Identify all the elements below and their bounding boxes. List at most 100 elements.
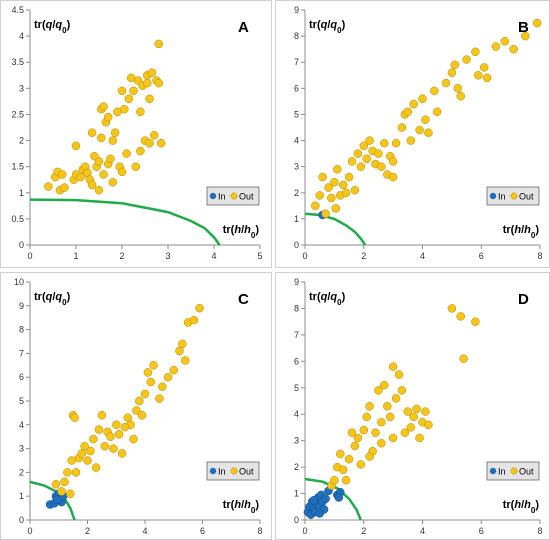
point-out (147, 68, 157, 77)
point-out (89, 434, 98, 444)
point-out (315, 191, 324, 200)
point-out (154, 78, 164, 88)
point-out (86, 446, 95, 456)
y-tick-label: 7 (294, 330, 299, 340)
x-tick-label: 2 (361, 526, 366, 536)
chart-panel-d: 0 2 4 6 8 0 1 2 3 4 5 6 7 8 9 Dtr(q/q0) tr(h/h0) In Out (275, 272, 550, 540)
point-out (57, 487, 66, 496)
point-out (380, 138, 389, 148)
legend-out-marker (230, 192, 238, 200)
point-out (365, 402, 374, 411)
point-out (447, 68, 457, 77)
x-tick-label: 0 (27, 526, 32, 536)
point-out (388, 172, 398, 182)
point-out (532, 18, 542, 28)
point-out (60, 183, 69, 192)
point-out (189, 315, 199, 325)
point-out (397, 123, 407, 132)
point-out (77, 449, 87, 458)
point-out (145, 138, 154, 148)
point-out (362, 412, 371, 422)
point-out (94, 425, 104, 434)
point-out (409, 412, 418, 422)
point-out (432, 107, 442, 117)
point-in (53, 495, 62, 505)
point-out (154, 39, 164, 49)
x-tick-label: 2 (119, 251, 124, 261)
legend-in-label: In (498, 192, 506, 202)
point-out (175, 346, 184, 356)
panel-label: B (518, 19, 529, 36)
point-out (311, 201, 320, 211)
y-tick-label: 3 (294, 162, 299, 172)
point-out (356, 460, 366, 469)
y-tick-label: 5 (294, 383, 299, 393)
chart-panel-b: 0 2 4 6 8 0 1 2 3 4 5 6 7 8 9 Btr(q/q0) tr(h/h0) In Out (275, 0, 550, 268)
point-out (120, 104, 129, 114)
legend: In Out (206, 461, 260, 481)
point-out (388, 362, 398, 371)
point-out (87, 128, 97, 137)
panel-label: A (238, 19, 249, 36)
point-out (110, 128, 120, 137)
point-in (315, 509, 324, 518)
x-axis-label: tr(h/h0) (503, 224, 540, 240)
legend: In Out (486, 461, 540, 481)
legend: In Out (486, 186, 540, 206)
point-in (321, 494, 330, 504)
point-out (70, 413, 79, 422)
y-tick-label: 4.5 (11, 5, 24, 15)
point-out (371, 428, 380, 437)
point-out (135, 396, 144, 406)
point-out (350, 441, 360, 451)
point-out (479, 63, 489, 72)
y-tick-label: 1 (294, 214, 299, 224)
point-out (155, 394, 164, 403)
point-out (409, 99, 418, 109)
point-out (131, 162, 141, 171)
point-out (471, 47, 480, 57)
y-tick-label: 6 (294, 356, 299, 366)
legend-in-marker (209, 467, 217, 475)
x-axis-label: tr(h/h0) (223, 499, 260, 515)
point-out (108, 136, 118, 145)
point-out (456, 91, 465, 101)
y-tick-label: 3.5 (11, 57, 24, 67)
point-out (181, 356, 190, 365)
point-out (397, 386, 407, 395)
chart-panel-a: 0 1 2 3 4 5 0 0.5 1 1.5 2 2.5 3 3.5 4 4.5 Atr(q/q0) tr(h/… (0, 0, 272, 268)
point-out (338, 465, 348, 475)
point-out (163, 372, 173, 382)
y-axis-label: tr(q/q0) (34, 291, 71, 307)
y-tick-label: 5 (19, 396, 24, 406)
panel-frame (0, 272, 272, 540)
point-out (136, 146, 145, 156)
point-out (365, 452, 374, 461)
y-tick-label: 7 (294, 57, 299, 67)
y-tick-label: 9 (294, 277, 299, 287)
point-out (195, 303, 204, 313)
point-out (137, 411, 147, 420)
y-tick-label: 1 (19, 188, 24, 198)
legend-in-marker (209, 192, 217, 200)
point-out (374, 386, 383, 395)
legend-out-label: Out (519, 192, 534, 202)
point-out (99, 102, 108, 111)
y-tick-label: 0 (19, 240, 24, 250)
y-tick-label: 9 (19, 301, 24, 311)
y-tick-label: 4 (19, 31, 24, 41)
point-out (365, 136, 374, 145)
y-tick-label: 2.5 (11, 109, 24, 119)
point-out (94, 157, 104, 166)
x-tick-label: 8 (537, 251, 542, 261)
x-tick-label: 3 (165, 251, 170, 261)
legend: In Out (206, 186, 260, 206)
x-tick-label: 5 (257, 251, 262, 261)
point-out (140, 389, 150, 399)
point-out (341, 476, 351, 485)
y-tick-label: 6 (19, 372, 24, 382)
point-out (83, 456, 92, 465)
point-out (441, 78, 451, 88)
x-tick-label: 6 (479, 526, 484, 536)
point-out (353, 433, 363, 443)
